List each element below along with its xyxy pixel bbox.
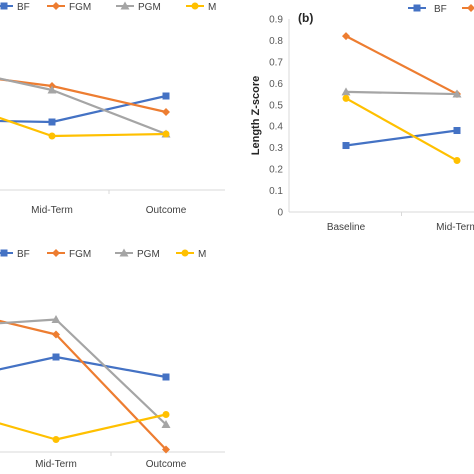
- data-point: [452, 89, 462, 98]
- legend-label: FGM: [69, 249, 91, 260]
- x-tick-label: Mid-Term: [31, 205, 73, 216]
- data-point: [48, 132, 56, 140]
- series-bf: [0, 92, 170, 126]
- legend-marker: [181, 249, 189, 257]
- series-m: [0, 116, 170, 140]
- series-line: [345, 35, 458, 96]
- data-point: [453, 127, 461, 135]
- series-fgm: [342, 32, 461, 99]
- data-point: [161, 420, 171, 428]
- y-tick-label: 0.4: [269, 122, 283, 133]
- data-point: [52, 436, 60, 443]
- y-tick-label: 0.3: [269, 143, 283, 154]
- chart-panel-3: Mid-Term Outcome BF FGM PGM M: [0, 248, 225, 470]
- x-tick-label: Mid-Term: [436, 222, 474, 233]
- x-tick-label: Mid-Term: [35, 459, 77, 470]
- legend-marker: [0, 249, 8, 257]
- legend-item-m: M: [176, 249, 206, 260]
- series-line: [0, 78, 167, 114]
- legend-label: BF: [434, 4, 447, 15]
- y-tick-label: 0.6: [269, 79, 283, 90]
- x-tick-label: Outcome: [146, 205, 187, 216]
- legend-label: BF: [17, 2, 30, 13]
- legend-marker: [191, 2, 199, 10]
- legend-item-m: M: [186, 2, 216, 13]
- y-tick-label: 0.8: [269, 36, 283, 47]
- series-line: [345, 129, 458, 147]
- data-point: [341, 87, 351, 96]
- data-point: [162, 445, 170, 454]
- series-pgm: [341, 87, 462, 98]
- series-fgm: [0, 319, 170, 454]
- y-tick-label: 0.1: [269, 186, 283, 197]
- series-line: [345, 97, 458, 162]
- legend-marker: [0, 2, 8, 10]
- series-bf: [342, 127, 461, 150]
- series-line: [0, 319, 167, 451]
- legend-item-pgm: PGM: [116, 1, 161, 13]
- legend-item-bf: BF: [0, 249, 30, 260]
- legend-marker: [52, 249, 60, 257]
- y-axis-title: Length Z-score: [250, 76, 262, 155]
- legend-item-fgm: FGM: [462, 4, 474, 12]
- x-tick-label: Outcome: [146, 459, 187, 470]
- data-point: [47, 85, 57, 94]
- legend-item-bf: BF: [408, 4, 447, 15]
- legend-label: FGM: [69, 2, 91, 13]
- data-point: [453, 157, 461, 165]
- legend-label: PGM: [137, 249, 160, 260]
- y-tick-label: 0.9: [269, 15, 283, 26]
- series-line: [345, 90, 458, 96]
- legend-label: BF: [17, 249, 30, 260]
- data-point: [162, 411, 170, 418]
- legend-label: M: [208, 2, 216, 13]
- legend-item-bf: BF: [0, 2, 30, 13]
- data-point: [162, 92, 170, 100]
- series-m: [342, 94, 461, 165]
- series-line: [0, 94, 167, 124]
- x-tick-label: Baseline: [327, 222, 366, 233]
- data-point: [52, 330, 60, 339]
- data-point: [342, 142, 350, 150]
- series-pgm: [0, 315, 171, 428]
- legend-marker: [120, 1, 130, 10]
- series-line: [0, 355, 167, 379]
- legend-marker: [413, 4, 421, 12]
- chart-panel-2: 0 0.1 0.2 0.3 0.4 0.5 0.6 0.7 0.8 0.9 Length Z-sco…: [250, 4, 474, 233]
- legend-label: PGM: [138, 2, 161, 13]
- y-tick-label: 0.5: [269, 100, 283, 111]
- legend-marker: [52, 2, 60, 10]
- y-tick-label: 0: [277, 208, 283, 219]
- series-line: [0, 77, 167, 136]
- series-bf: [0, 353, 170, 381]
- data-point: [342, 32, 350, 41]
- data-point: [48, 118, 56, 126]
- legend-item-fgm: FGM: [47, 2, 91, 13]
- series-m: [0, 411, 170, 443]
- y-tick-label: 0.2: [269, 165, 283, 176]
- y-tick-label: 0.7: [269, 57, 283, 68]
- series-fgm: [0, 78, 170, 116]
- series-line: [0, 116, 167, 138]
- legend-label: M: [198, 249, 206, 260]
- chart-panel-1: Mid-Term Outcome BF FGM PGM M: [0, 1, 225, 216]
- legend-item-pgm: PGM: [115, 248, 160, 260]
- data-point: [162, 108, 170, 116]
- legend-item-fgm: FGM: [47, 249, 91, 260]
- data-point: [162, 130, 170, 138]
- data-point: [342, 94, 350, 102]
- legend-marker: [467, 4, 474, 12]
- data-point: [52, 353, 60, 361]
- panel-label: (b): [298, 11, 313, 25]
- data-point: [162, 373, 170, 381]
- legend-marker: [119, 248, 129, 257]
- data-point: [51, 315, 61, 323]
